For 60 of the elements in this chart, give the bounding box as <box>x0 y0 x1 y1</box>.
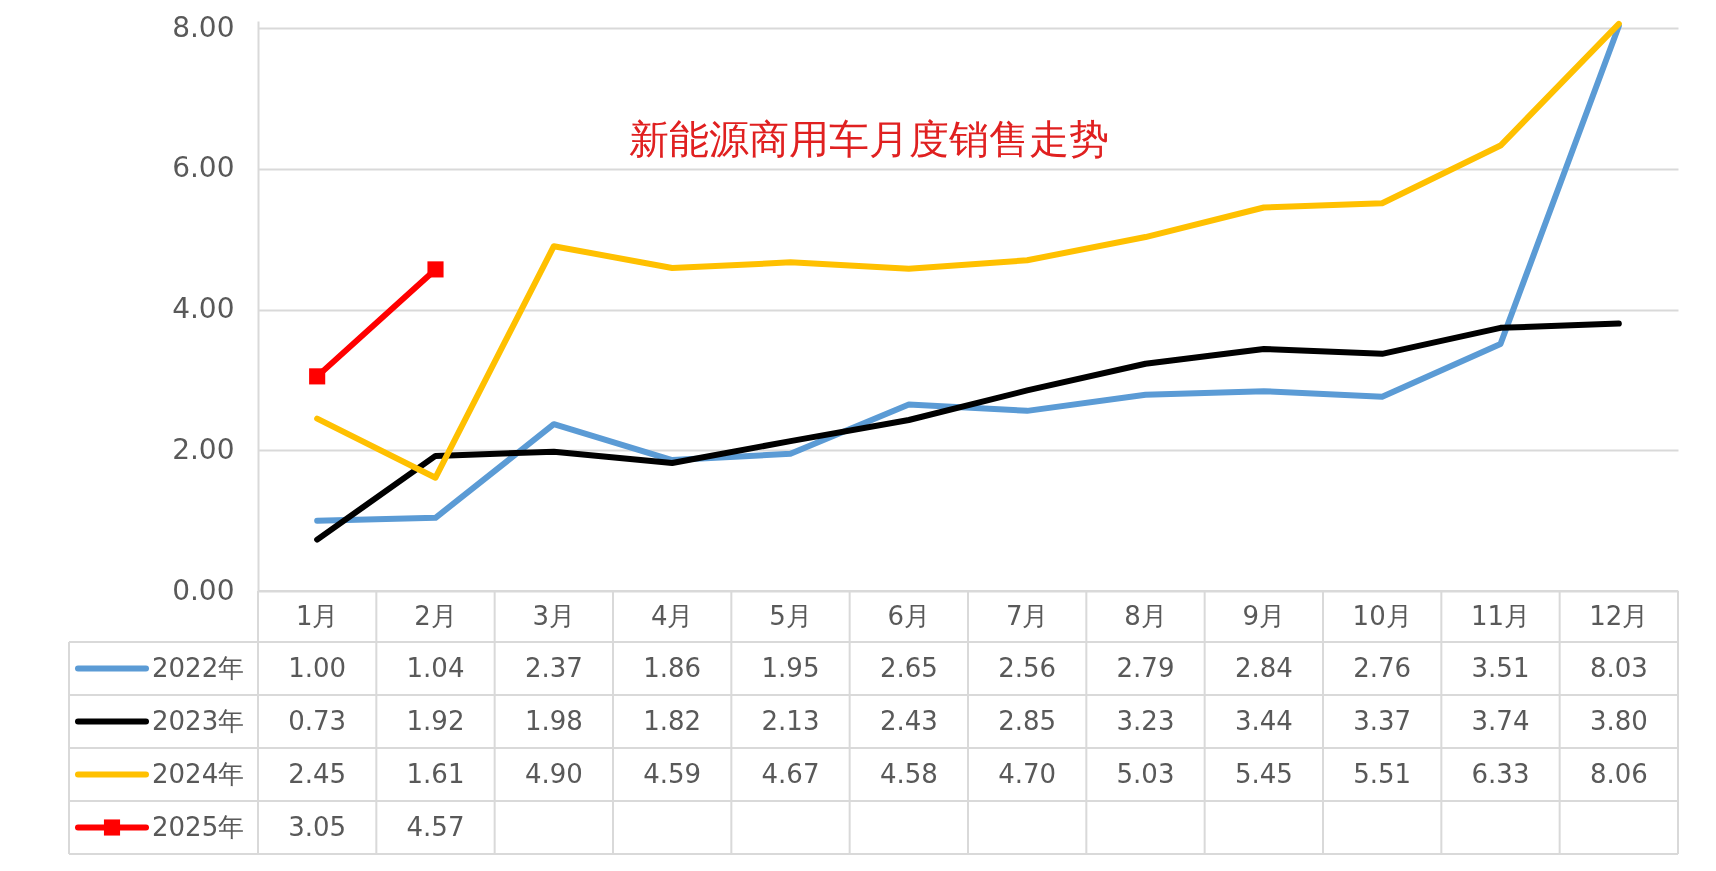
data-label: 3.05 <box>288 811 347 842</box>
data-label: 1.04 <box>406 652 465 683</box>
data-label: 1.95 <box>761 652 820 683</box>
data-label: 6.33 <box>1471 758 1530 789</box>
x-tick-label: 11月 <box>1470 600 1531 631</box>
data-label: 4.67 <box>761 758 820 789</box>
data-label: 2.79 <box>1116 652 1175 683</box>
legend-label: 2022年 <box>152 652 245 683</box>
y-tick-label: 0.00 <box>172 573 235 607</box>
data-label: 8.06 <box>1589 758 1648 789</box>
legend-label: 2025年 <box>152 811 245 842</box>
data-label: 4.90 <box>524 758 583 789</box>
data-label: 1.92 <box>406 705 465 736</box>
data-label: 3.37 <box>1353 705 1412 736</box>
y-tick-label: 2.00 <box>172 432 235 466</box>
x-tick-label: 1月 <box>295 600 339 631</box>
data-label: 2.13 <box>761 705 820 736</box>
data-label: 2.76 <box>1353 652 1412 683</box>
x-tick-label: 8月 <box>1124 600 1167 631</box>
x-tick-label: 10月 <box>1352 600 1412 631</box>
data-label: 1.00 <box>288 652 347 683</box>
data-label: 2.85 <box>998 705 1057 736</box>
data-label: 5.51 <box>1353 758 1412 789</box>
data-label: 4.57 <box>406 811 465 842</box>
x-tick-label: 5月 <box>769 600 812 631</box>
data-label: 2.84 <box>1234 652 1293 683</box>
data-label: 1.86 <box>643 652 702 683</box>
data-label: 3.74 <box>1471 705 1530 736</box>
y-tick-label: 4.00 <box>172 292 235 326</box>
data-label: 4.59 <box>643 758 702 789</box>
x-tick-label: 3月 <box>532 600 576 631</box>
data-label: 2.43 <box>879 705 938 736</box>
data-label: 5.45 <box>1234 758 1293 789</box>
data-label: 5.03 <box>1116 758 1175 789</box>
data-label: 4.58 <box>879 758 938 789</box>
x-tick-label: 6月 <box>887 600 931 631</box>
data-label: 0.73 <box>288 705 347 736</box>
data-label: 1.82 <box>643 705 702 736</box>
data-label: 3.44 <box>1234 705 1293 736</box>
data-label: 3.80 <box>1589 705 1648 736</box>
legend-label: 2023年 <box>152 705 245 736</box>
x-tick-label: 4月 <box>650 600 694 631</box>
x-tick-label: 12月 <box>1589 600 1649 631</box>
x-tick-label: 2月 <box>414 600 457 631</box>
data-label: 1.61 <box>406 758 465 789</box>
text: 新能源商用车月度销售走势 <box>629 116 1109 163</box>
y-tick-label: 8.00 <box>172 10 235 44</box>
y-tick-label: 6.00 <box>172 151 235 185</box>
x-tick-label: 9月 <box>1242 600 1286 631</box>
data-label: 2.37 <box>524 652 583 683</box>
data-label: 4.70 <box>998 758 1057 789</box>
data-label: 2.65 <box>879 652 938 683</box>
data-label: 3.51 <box>1471 652 1530 683</box>
legend-label: 2024年 <box>152 758 245 789</box>
data-label: 2.56 <box>998 652 1057 683</box>
data-label: 3.23 <box>1116 705 1175 736</box>
data-label: 1.98 <box>524 705 583 736</box>
data-label: 8.03 <box>1589 652 1648 683</box>
data-label: 2.45 <box>288 758 347 789</box>
x-tick-label: 7月 <box>1005 600 1049 631</box>
